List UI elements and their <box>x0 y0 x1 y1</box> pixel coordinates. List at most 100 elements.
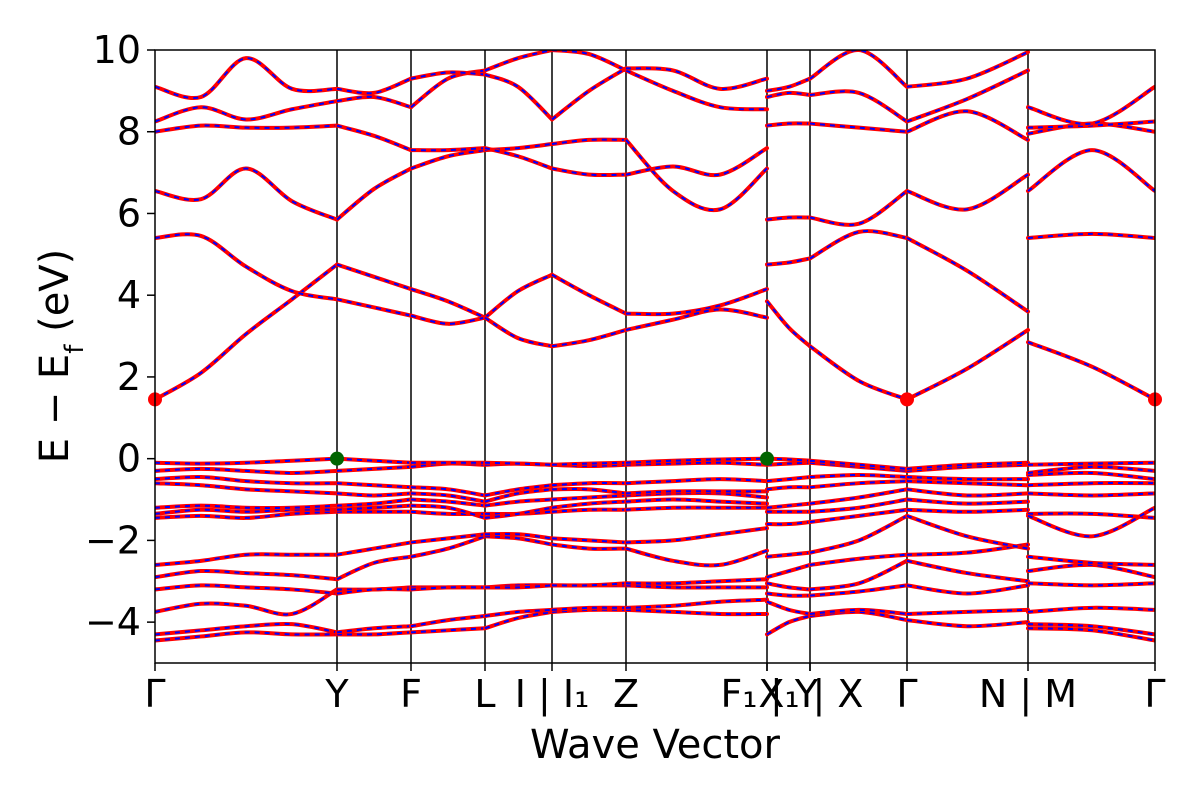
dft-band-line <box>550 137 628 146</box>
wannier-band-line <box>155 100 338 123</box>
dft-band-line <box>550 536 628 545</box>
wannier-band-line <box>484 610 553 630</box>
dft-band-line <box>409 503 487 520</box>
dft-band-line <box>335 587 413 596</box>
wannier-band-line <box>766 521 811 526</box>
dft-band-line <box>409 146 487 153</box>
wannier-band-line <box>484 488 553 503</box>
dft-band-line <box>550 605 628 612</box>
wannier-band-line <box>484 532 553 540</box>
wannier-band-line <box>484 73 553 121</box>
x-tick-label: F₁ <box>720 672 757 716</box>
wannier-band-line <box>484 608 553 617</box>
dft-band-line <box>335 456 413 465</box>
wannier-band-line <box>809 608 908 615</box>
wannier-band-line <box>155 569 338 581</box>
dft-band-line <box>409 614 487 629</box>
wannier-band-line <box>906 51 1029 88</box>
wannier-band-line <box>766 502 811 509</box>
wannier-band-line <box>155 124 338 133</box>
wannier-band-line <box>1027 555 1155 566</box>
kpoint-dividers <box>336 50 1029 663</box>
dft-band-line <box>335 262 413 292</box>
valence-band-max-marker <box>330 451 344 466</box>
wannier-band-line <box>766 216 811 221</box>
band-lines <box>155 50 1155 643</box>
conduction-band-min-marker <box>900 392 914 407</box>
x-tick-label: F <box>400 672 422 716</box>
wannier-band-line <box>625 69 768 111</box>
wannier-band-line <box>155 467 338 474</box>
wannier-band-line <box>1027 120 1155 129</box>
wannier-band-line <box>484 584 553 589</box>
wannier-band-line <box>155 504 338 509</box>
wannier-band-line <box>906 584 1029 595</box>
wannier-band-line <box>484 498 553 507</box>
wannier-band-line <box>809 480 908 489</box>
dft-band-line <box>335 497 413 508</box>
wannier-band-line <box>809 488 908 505</box>
y-axis-title-unit: (eV) <box>32 249 78 345</box>
wannier-band-line <box>809 90 908 123</box>
y-axis-title: E − Ef (eV) <box>32 249 90 464</box>
wannier-band-line <box>551 273 627 315</box>
wannier-band-line <box>906 488 1029 497</box>
wannier-band-line <box>906 498 1029 505</box>
wannier-band-line <box>1027 623 1155 636</box>
wannier-band-line <box>155 553 337 566</box>
x-tick-label: Γ <box>144 672 165 716</box>
dft-band-line <box>409 532 487 545</box>
dft-band-line <box>335 481 413 490</box>
wannier-band-line <box>906 508 1029 513</box>
dft-band-line <box>335 630 413 637</box>
x-tick-label: X₁ <box>758 672 799 716</box>
wannier-band-line <box>1027 341 1155 401</box>
wannier-band-line <box>766 461 811 466</box>
dft-band-line <box>550 487 628 496</box>
wannier-band-line <box>1027 627 1155 642</box>
dft-band-line <box>335 94 413 110</box>
wannier-band-line <box>809 559 908 591</box>
wannier-band-line <box>766 592 811 597</box>
wannier-band-line <box>906 173 1029 211</box>
wannier-band-line <box>484 273 553 319</box>
wannier-band-line <box>625 598 768 609</box>
wannier-band-line <box>766 600 811 615</box>
wannier-band-line <box>625 147 768 177</box>
y-axis-title-main: E − E <box>32 354 78 464</box>
wannier-band-line <box>625 578 768 585</box>
y-tick-label: 2 <box>117 355 141 399</box>
wannier-band-line <box>484 584 553 589</box>
wannier-band-line <box>1027 506 1155 538</box>
y-tick-label: 8 <box>117 110 141 154</box>
dft-band-line <box>409 491 487 504</box>
wannier-band-line <box>1027 149 1155 192</box>
x-tick-label: Γ <box>896 672 917 716</box>
y-tick-label: −4 <box>85 600 141 644</box>
wannier-band-line <box>809 345 908 401</box>
wannier-band-line <box>625 139 768 212</box>
wannier-band-line <box>809 584 908 597</box>
dft-band-line <box>409 148 487 171</box>
wannier-band-line <box>625 490 767 495</box>
dft-band-line <box>335 76 413 96</box>
dft-band-line <box>550 499 628 510</box>
x-tick-label: Z <box>613 672 639 716</box>
wannier-band-line <box>155 482 338 495</box>
y-tick-label: −2 <box>85 518 141 562</box>
wannier-band-line <box>410 69 486 109</box>
wannier-band-line <box>625 608 768 616</box>
dft-band-line <box>335 503 413 512</box>
wannier-band-line <box>336 555 412 581</box>
wannier-band-line <box>410 288 486 319</box>
wannier-band-line <box>625 527 768 544</box>
wannier-band-line <box>155 631 338 642</box>
wannier-band-line <box>766 91 811 98</box>
wannier-band-line <box>766 122 811 127</box>
wannier-band-line <box>766 300 811 348</box>
wannier-band-line <box>484 484 553 497</box>
wannier-band-line <box>484 461 553 466</box>
wannier-band-line <box>809 514 908 554</box>
valence-band-max-marker <box>760 451 774 466</box>
